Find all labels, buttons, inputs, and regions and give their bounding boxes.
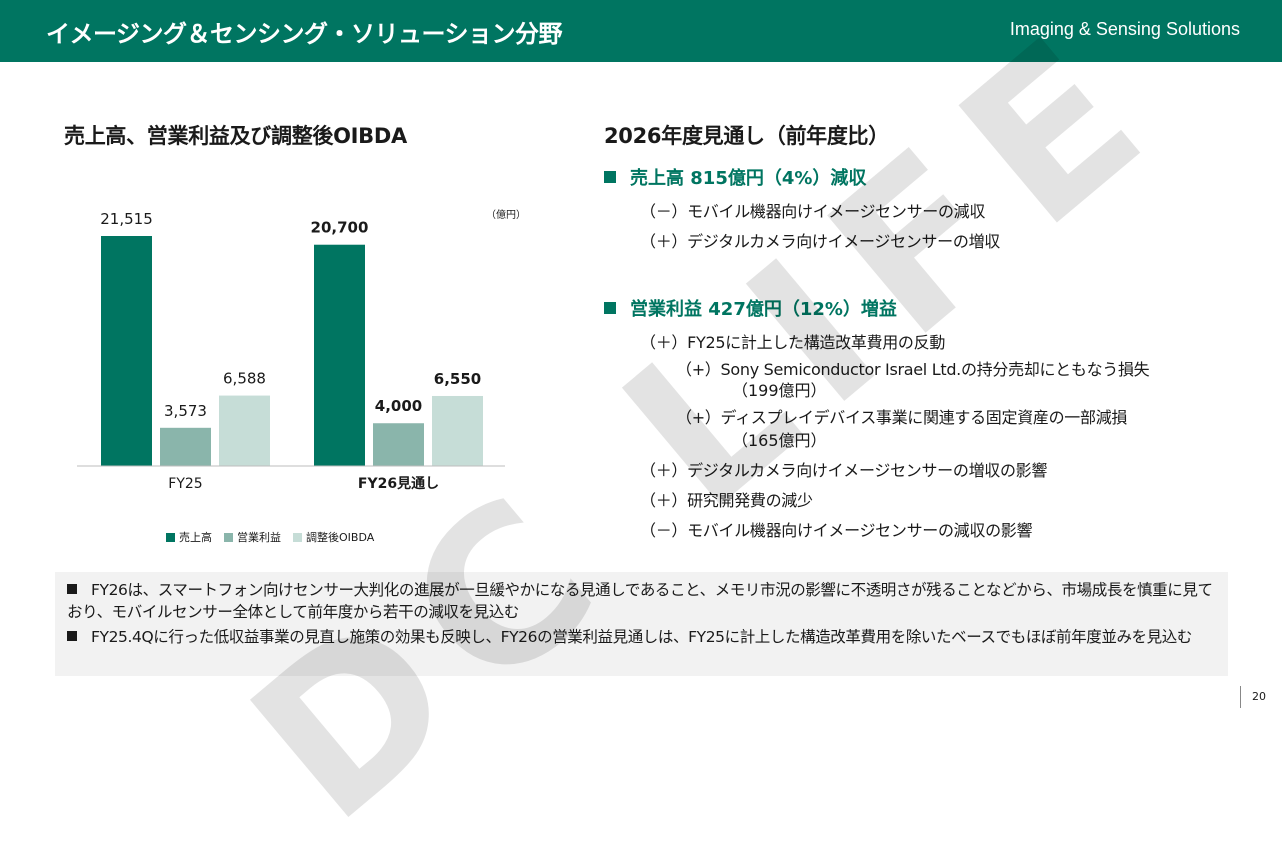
note-item: FY26は、スマートフォン向けセンサー大判化の進展が一旦緩やかになる見通しである… <box>67 579 1217 623</box>
op-sub-factor-amount: （165億円） <box>732 431 827 450</box>
note-text: FY25.4Qに行った低収益事業の見直し施策の効果も反映し、FY26の営業利益見… <box>91 628 1192 646</box>
op-factor: （＋）FY25に計上した構造改革費用の反動 <box>640 333 946 352</box>
op-factor: （＋）デジタルカメラ向けイメージセンサーの増収の影響 <box>640 461 1048 480</box>
bullet-square <box>604 171 616 183</box>
data-label: 3,573 <box>164 402 207 420</box>
note-text: FY26は、スマートフォン向けセンサー大判化の進展が一旦緩やかになる見通しである… <box>67 581 1213 621</box>
bullet-square <box>67 631 77 641</box>
op-factor: （＋）研究開発費の減少 <box>640 491 813 510</box>
page-number: 20 <box>1252 690 1266 703</box>
op-outlook-heading: 営業利益 427億円（12%）増益 <box>604 295 897 321</box>
data-label: 4,000 <box>375 397 422 415</box>
page-title: イメージング＆センシング・ソリューション分野 <box>46 20 563 48</box>
outlook-title: 2026年度見通し（前年度比） <box>604 124 889 148</box>
sales-outlook-heading: 売上高 815億円（4%）減収 <box>604 164 866 190</box>
legend-label: 調整後OIBDA <box>306 531 375 544</box>
chart-legend: 売上高 営業利益 調整後OIBDA <box>166 529 374 545</box>
notes-box: FY26は、スマートフォン向けセンサー大判化の進展が一旦緩やかになる見通しである… <box>55 572 1228 676</box>
note-item: FY25.4Qに行った低収益事業の見直し施策の効果も反映し、FY26の営業利益見… <box>67 626 1217 648</box>
bar <box>101 236 152 466</box>
legend-item-operating-income: 営業利益 <box>224 529 281 545</box>
segment-name: Imaging & Sensing Solutions <box>1009 19 1240 39</box>
sales-factor: （－）モバイル機器向けイメージセンサーの減収 <box>640 202 986 221</box>
data-label: 6,550 <box>434 370 481 388</box>
legend-swatch <box>293 532 302 542</box>
data-label: 6,588 <box>223 370 266 388</box>
bar <box>314 244 365 466</box>
op-sub-factor: （+）ディスプレイデバイス事業に関連する固定資産の一部減損 <box>676 408 1128 427</box>
op-factor: （－）モバイル機器向けイメージセンサーの減収の影響 <box>640 521 1033 540</box>
header-bar: イメージング＆センシング・ソリューション分野 Imaging & Sensing… <box>0 0 1282 62</box>
op-sub-factor: （+）Sony Semiconductor Israel Ltd.の持分売却にと… <box>676 360 1150 379</box>
bar <box>219 395 270 466</box>
legend-label: 売上高 <box>179 531 212 544</box>
legend-item-oibda: 調整後OIBDA <box>293 529 374 545</box>
legend-swatch <box>224 532 233 542</box>
bullet-square <box>604 302 616 314</box>
bar-chart: 21,515 3,573 6,588 FY25 20,700 4,000 6,550 FY26… <box>77 210 505 492</box>
bar <box>432 395 483 466</box>
chart-title: 売上高、営業利益及び調整後OIBDA <box>64 124 407 148</box>
legend-label: 営業利益 <box>237 531 281 544</box>
legend-item-sales: 売上高 <box>166 529 212 545</box>
unit-label: （億円） <box>486 210 526 221</box>
legend-swatch <box>166 532 175 542</box>
data-label: 21,515 <box>100 210 153 228</box>
data-label: 20,700 <box>311 219 369 237</box>
page-number-divider <box>1240 686 1241 708</box>
bullet-square <box>67 584 77 594</box>
category-label: FY26見通し <box>358 476 439 492</box>
bar <box>373 423 424 466</box>
bar <box>160 427 211 466</box>
category-label: FY25 <box>168 476 202 492</box>
sales-outlook-text: 売上高 815億円（4%）減収 <box>630 168 867 189</box>
op-outlook-text: 営業利益 427億円（12%）増益 <box>630 299 897 320</box>
op-sub-factor-amount: （199億円） <box>732 381 827 400</box>
sales-factor: （＋）デジタルカメラ向けイメージセンサーの増収 <box>640 232 1000 251</box>
